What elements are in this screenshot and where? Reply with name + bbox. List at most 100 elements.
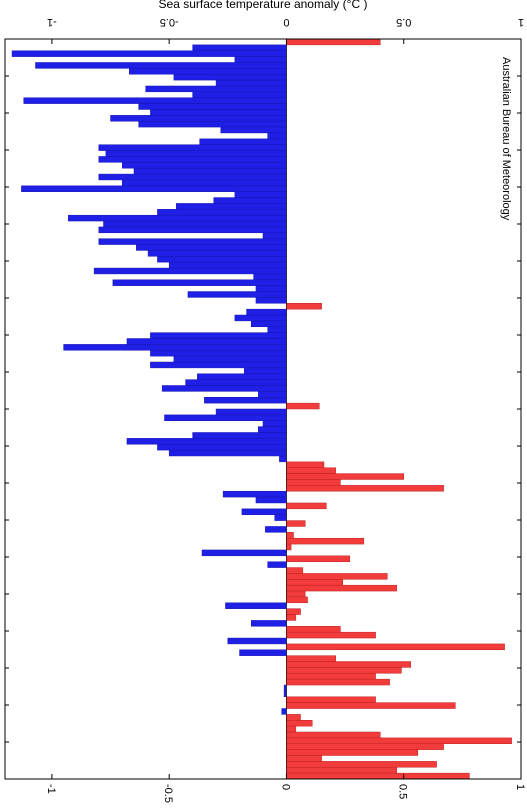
bar-negative — [110, 115, 287, 122]
bar-negative — [220, 126, 287, 134]
bar-positive — [286, 573, 388, 580]
bar-negative — [98, 156, 287, 163]
bar-negative — [258, 391, 287, 398]
bar-positive — [286, 661, 412, 668]
bar-positive — [286, 543, 292, 551]
x-tick-label-top: 0.5 — [396, 16, 411, 28]
bar-negative — [201, 549, 287, 557]
bar-negative — [63, 344, 287, 351]
bar-negative — [147, 250, 287, 257]
bar-positive — [286, 38, 381, 46]
bar-negative — [93, 267, 287, 275]
bar-positive — [286, 702, 456, 709]
bar-positive — [286, 737, 512, 745]
bar-positive — [286, 461, 325, 468]
bar-positive — [286, 673, 376, 680]
x-tick-label-top: 0 — [283, 16, 289, 28]
bar-negative — [262, 232, 287, 239]
bar-negative — [192, 44, 287, 51]
bar-negative — [122, 162, 287, 169]
x-tick-label-top: -1 — [47, 16, 57, 28]
bar-negative — [192, 91, 287, 98]
bar-positive — [286, 502, 327, 510]
bar-positive — [286, 667, 402, 674]
x-tick-label-bottom: -0.5 — [162, 784, 174, 803]
bar-positive — [286, 725, 297, 733]
bar-negative — [150, 350, 287, 357]
bar-negative — [105, 150, 287, 157]
bar-positive — [286, 714, 301, 721]
bar-negative — [98, 226, 287, 234]
bar-negative — [239, 649, 287, 656]
x-tick-label-bottom: -1 — [45, 784, 57, 794]
bar-negative — [246, 308, 287, 316]
bar-positive — [286, 532, 294, 539]
bar-negative — [243, 367, 287, 375]
bar-negative — [175, 203, 287, 210]
bar-positive — [286, 678, 390, 686]
bar-negative — [192, 432, 287, 439]
bar-negative — [136, 244, 287, 251]
bar-positive — [286, 485, 444, 492]
bar-positive — [286, 755, 322, 762]
x-tick-label-bottom: 0 — [279, 784, 291, 790]
bar-negative — [283, 690, 287, 698]
bar-negative — [157, 256, 287, 263]
bar-positive — [286, 767, 397, 774]
bar-negative — [215, 408, 287, 416]
bar-negative — [11, 50, 287, 57]
bar-negative — [251, 620, 287, 627]
bar-negative — [168, 449, 287, 457]
bar-negative — [23, 97, 287, 104]
bar-positive — [286, 749, 419, 756]
bar-negative — [145, 85, 287, 93]
bar-positive — [286, 631, 376, 639]
bar-negative — [262, 420, 287, 427]
bar-positive — [286, 479, 341, 486]
bar-negative — [98, 238, 287, 245]
bar-positive — [286, 696, 376, 703]
bar-positive — [286, 614, 297, 621]
bar-negative — [21, 185, 287, 192]
bar-negative — [98, 173, 287, 181]
bar-negative — [222, 490, 287, 498]
bar-negative — [255, 496, 287, 504]
bar-negative — [133, 167, 287, 175]
bar-negative — [253, 273, 287, 281]
bar-positive — [286, 643, 505, 651]
bar-negative — [199, 138, 287, 145]
bar-positive — [286, 567, 304, 574]
bar-negative — [215, 79, 287, 87]
bar-negative — [98, 144, 287, 151]
bar-negative — [234, 56, 287, 63]
bar-negative — [197, 373, 287, 380]
bar-positive — [286, 520, 306, 527]
bar-negative — [255, 285, 287, 292]
bar-positive — [286, 608, 301, 615]
bar-positive — [286, 555, 351, 562]
bar-positive — [286, 473, 404, 480]
x-tick-label-top: -0.5 — [160, 16, 179, 28]
bar-positive — [286, 596, 308, 604]
x-tick-label-top: 1 — [518, 16, 524, 28]
bar-positive — [286, 467, 336, 474]
bar-positive — [286, 584, 397, 592]
bar-negative — [279, 455, 287, 463]
bar-negative — [157, 443, 287, 451]
bar-positive — [286, 761, 437, 768]
bar-negative — [241, 508, 287, 515]
bar-negative — [122, 179, 287, 187]
bar-negative — [150, 361, 287, 369]
bar-negative — [267, 326, 287, 333]
x-tick-label-bottom: 1 — [514, 784, 526, 790]
bar-negative — [234, 191, 287, 198]
bar-positive — [286, 772, 470, 780]
bar-negative — [283, 684, 287, 692]
bar-negative — [138, 120, 287, 128]
bar-negative — [164, 414, 287, 421]
bar-negative — [129, 68, 287, 75]
x-tick-label-bottom: 0.5 — [397, 784, 409, 799]
bar-negative — [173, 355, 287, 363]
bar-negative — [204, 397, 287, 404]
